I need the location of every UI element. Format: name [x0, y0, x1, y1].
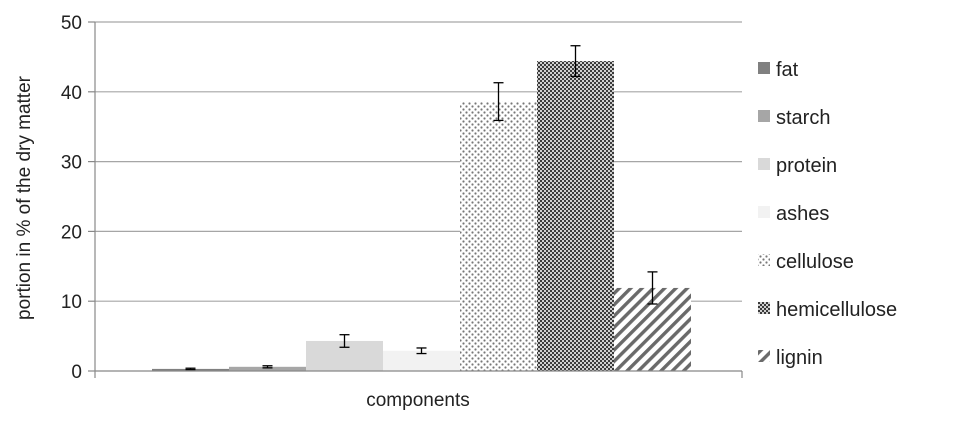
legend-swatch-lignin — [758, 350, 770, 362]
bars — [152, 45, 691, 372]
gridlines — [95, 21, 742, 302]
legend-label-fat: fat — [776, 59, 799, 81]
bar-cellulose — [460, 101, 537, 372]
y-axis-title: portion in % of the dry matter — [14, 75, 35, 320]
bar-ashes — [383, 350, 460, 371]
legend-label-cellulose: cellulose — [776, 251, 854, 273]
y-tick-label: 0 — [71, 362, 82, 383]
legend-label-starch: starch — [776, 107, 830, 129]
legend-swatch-fat — [758, 62, 770, 74]
bar-starch — [229, 366, 306, 371]
legend: fat starch protein ashes cellulose hemicellul… — [758, 59, 897, 369]
legend-label-hemicellulose: hemicellulose — [776, 299, 897, 321]
y-tick-label: 50 — [61, 13, 82, 34]
y-tick-label: 40 — [61, 83, 82, 104]
legend-swatch-hemicellulose — [758, 302, 770, 314]
legend-label-protein: protein — [776, 155, 837, 177]
legend-swatch-protein — [758, 158, 770, 170]
legend-label-lignin: lignin — [776, 347, 823, 369]
legend-swatch-cellulose — [758, 254, 770, 266]
legend-label-ashes: ashes — [776, 203, 829, 225]
bar-hemicellulose — [537, 61, 614, 371]
axes: 0 10 20 30 40 50 — [61, 13, 743, 383]
x-axis-title: components — [366, 390, 470, 411]
y-tick-label: 30 — [61, 153, 82, 174]
y-tick-label: 20 — [61, 222, 82, 243]
legend-swatch-ashes — [758, 206, 770, 218]
legend-swatch-starch — [758, 110, 770, 122]
y-tick-label: 10 — [61, 292, 82, 313]
